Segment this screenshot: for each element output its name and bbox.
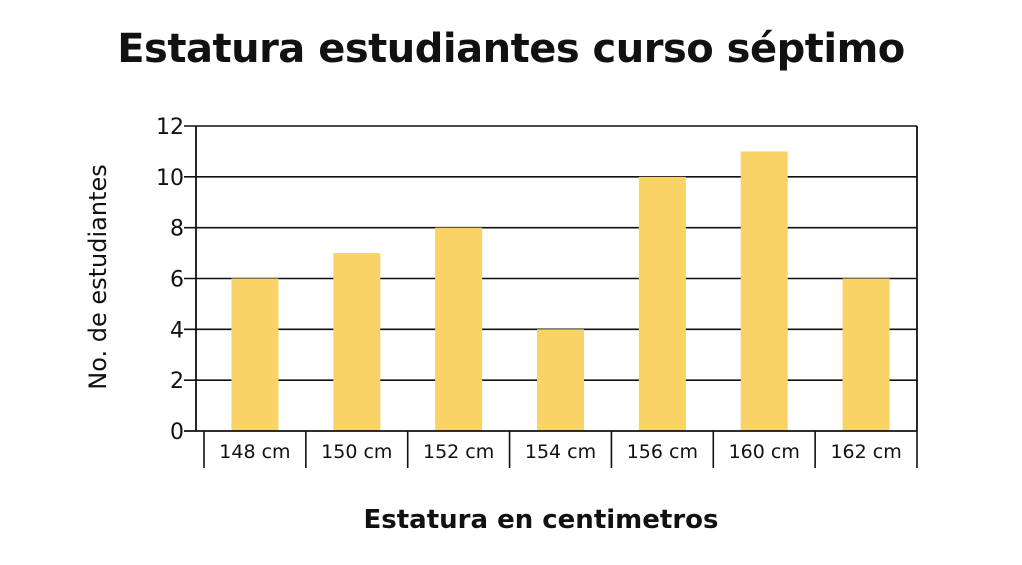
x-axis-title: Estatura en centimetros xyxy=(364,505,719,535)
y-tick-label: 12 xyxy=(156,115,184,140)
x-category-label: 150 cm xyxy=(321,441,392,463)
x-category-label: 154 cm xyxy=(525,441,596,463)
bar xyxy=(435,227,483,431)
y-tick-labels: 0 2 4 6 8 10 12 xyxy=(156,115,184,445)
x-category-label: 162 cm xyxy=(830,441,901,463)
y-tick-label: 4 xyxy=(170,318,184,343)
bar xyxy=(537,329,584,431)
y-tick-label: 6 xyxy=(170,268,184,293)
x-category-label: 148 cm xyxy=(219,441,290,463)
bar xyxy=(842,278,890,431)
x-category-label: 152 cm xyxy=(423,441,494,463)
bar xyxy=(638,176,686,431)
y-tick-label: 10 xyxy=(156,166,184,191)
bar xyxy=(333,253,381,431)
y-tick-label: 0 xyxy=(170,420,184,445)
y-tick-label: 8 xyxy=(170,217,184,242)
x-category-label: 156 cm xyxy=(627,441,698,463)
x-category-label: 160 cm xyxy=(729,441,800,463)
y-tick-label: 2 xyxy=(170,369,184,394)
chart-title: Estatura estudiantes curso séptimo xyxy=(117,26,905,72)
x-category-labels: 148 cm 150 cm 152 cm 154 cm 156 cm 160 cm 162 … xyxy=(203,431,918,468)
y-axis-title: No. de estudiantes xyxy=(84,164,112,390)
bars xyxy=(231,151,890,431)
bar xyxy=(231,278,279,431)
bar xyxy=(740,151,788,431)
